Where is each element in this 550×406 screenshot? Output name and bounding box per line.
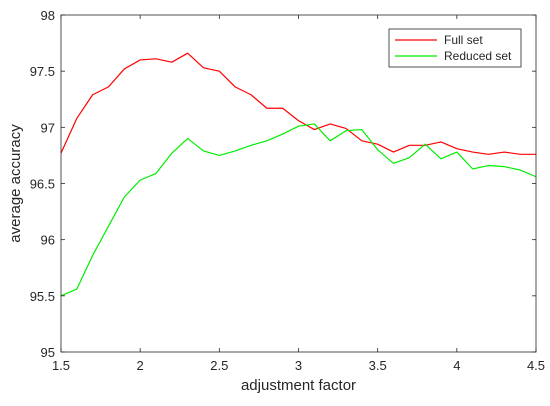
y-tick-label: 95.5 (30, 289, 55, 304)
legend-box (388, 28, 522, 68)
legend-label-2: Reduced set (444, 49, 512, 63)
x-tick-label: 2.5 (210, 358, 228, 373)
x-tick-label: 3 (295, 358, 302, 373)
axes-layer: 1.5 2 2.5 3 3.5 4 4.5 95 95.5 96 96.5 97 97.5 98 (30, 8, 545, 373)
x-axis-label: adjustment factor (241, 377, 356, 394)
y-axis-label: average accuracy (7, 124, 24, 243)
plot-area (61, 15, 536, 352)
y-tick-label: 98 (41, 8, 55, 23)
y-tick-label: 96 (41, 233, 55, 248)
x-tick-label: 3.5 (369, 358, 387, 373)
x-tick-label: 4.5 (527, 358, 545, 373)
x-tick-label: 1.5 (52, 358, 70, 373)
y-tick-label: 96.5 (30, 177, 55, 192)
y-tick-label: 97.5 (30, 64, 55, 79)
x-tick-label: 2 (137, 358, 144, 373)
series-line-2 (60, 123, 537, 297)
y-tick-label: 95 (41, 345, 55, 360)
legend-label-1: Full set (444, 33, 483, 47)
series-line-1 (60, 52, 536, 155)
legend: Full set Reduced set (388, 28, 522, 68)
series-layer (60, 52, 537, 297)
x-tick-label: 4 (453, 358, 460, 373)
y-tick-label: 97 (41, 120, 55, 135)
